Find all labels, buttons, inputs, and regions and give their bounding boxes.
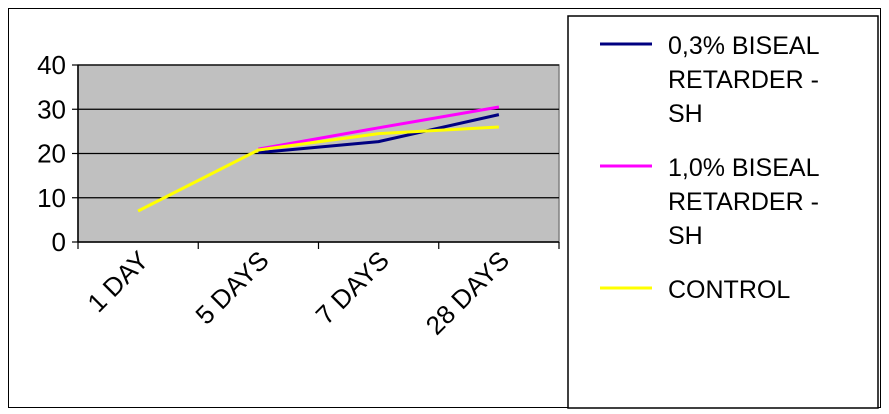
x-tick-label: 7 DAYS — [310, 245, 395, 330]
series-lines — [137, 105, 500, 213]
x-tick-label: 5 DAYS — [189, 245, 274, 330]
series-line-0 — [258, 113, 500, 155]
legend-label-0: 0,3% BISEAL RETARDER -SH — [668, 32, 820, 128]
y-tick-label: 30 — [37, 94, 66, 124]
series-line-1 — [258, 105, 500, 151]
series-line-2 — [137, 125, 499, 213]
x-tick-label: 28 DAYS — [420, 245, 515, 340]
y-tick-label: 40 — [37, 50, 66, 80]
y-tick-label: 10 — [37, 183, 66, 213]
legend-box — [567, 15, 879, 409]
legend-label-2: CONTROL — [668, 276, 790, 304]
y-tick-label: 0 — [52, 227, 66, 257]
x-tick-label: 1 DAY — [81, 245, 154, 318]
y-tick-label: 20 — [37, 139, 66, 169]
legend: 0,3% BISEAL RETARDER -SH 1,0% BISEAL RETARD… — [567, 15, 879, 409]
legend-label-1: 1,0% BISEAL RETARDER -SH — [668, 154, 820, 250]
